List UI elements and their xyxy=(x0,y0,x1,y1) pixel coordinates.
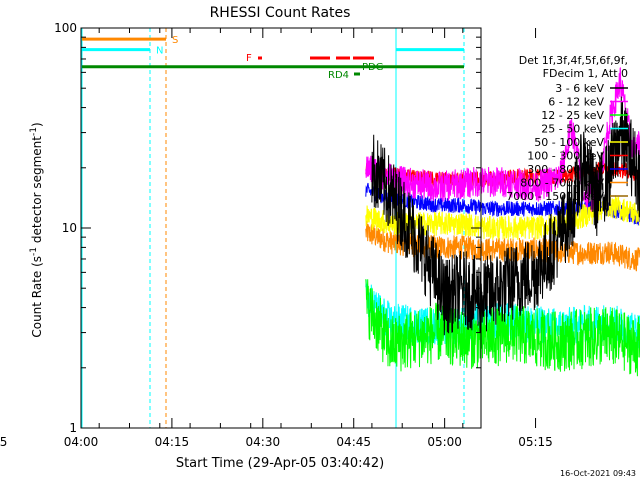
y-axis-label: Count Rate (s-1 detector segment-1) xyxy=(29,122,44,337)
chart-title: RHESSI Count Rates xyxy=(210,5,351,21)
x-tick-label-0: 03:45 xyxy=(0,435,7,449)
flag-pdg-label: PDG xyxy=(362,62,383,73)
x-tick-label-4: 04:45 xyxy=(336,435,371,449)
y-axis-label-main: Count Rate (s xyxy=(30,256,44,338)
legend-label-5: 100 - 300 keV xyxy=(527,150,604,163)
attenuator-bars: SN xyxy=(82,35,464,76)
legend-label-1: 6 - 12 keV xyxy=(548,96,604,109)
legend-label-6: 300 - 800 keV xyxy=(527,163,604,176)
x-tick-label-6: 05:15 xyxy=(518,435,553,449)
series-layer xyxy=(365,67,640,377)
legend-label-0: 3 - 6 keV xyxy=(555,82,604,95)
series-line-1 xyxy=(365,67,640,214)
attenuator-bar-s-label: S xyxy=(172,35,178,46)
y-axis-label-end: ) xyxy=(30,122,44,127)
legend-label-2: 12 - 25 keV xyxy=(541,109,604,122)
y-axis-label-sup2: -1 xyxy=(29,127,39,136)
x-tick-label-5: 05:00 xyxy=(427,435,462,449)
y-tick-label-0: 1 xyxy=(69,421,77,435)
series-line-0 xyxy=(371,96,640,336)
attenuator-bar-n-label: N xyxy=(156,46,163,57)
y-axis-label-mid: detector segment xyxy=(30,136,44,247)
axis-ticks: 1 10 100 03:45 04:00 04:15 04:30 04:45 05:00 05:1… xyxy=(0,21,553,449)
legend-label-8: 7000 - 15000 keV xyxy=(506,190,604,203)
timestamp: 16-Oct-2021 09:43 xyxy=(560,469,636,478)
y-tick-label-2: 100 xyxy=(54,21,77,35)
y-tick-label-1: 10 xyxy=(62,221,77,235)
y-axis-label-sup1: -1 xyxy=(29,247,39,256)
legend-header-line-2: FDecim 1, Att 0 xyxy=(543,67,628,80)
x-tick-label-2: 04:15 xyxy=(155,435,190,449)
x-tick-label-3: 04:30 xyxy=(246,435,281,449)
legend-header-line-1: Det 1f,3f,4f,5f,6f,9f, xyxy=(519,54,628,67)
legend-label-4: 50 - 100 keV xyxy=(534,136,604,149)
series-line-4 xyxy=(365,194,640,241)
x-tick-label-1: 04:00 xyxy=(64,435,99,449)
flag-f-label: F xyxy=(246,53,252,64)
x-axis-label: Start Time (29-Apr-05 03:40:42) xyxy=(176,456,384,471)
flag-rd4-label: RD4 xyxy=(328,70,349,81)
legend-label-7: 800 - 7000 keV xyxy=(520,177,604,190)
legend-label-3: 25 - 50 keV xyxy=(541,123,604,136)
series-line-7 xyxy=(365,220,640,272)
